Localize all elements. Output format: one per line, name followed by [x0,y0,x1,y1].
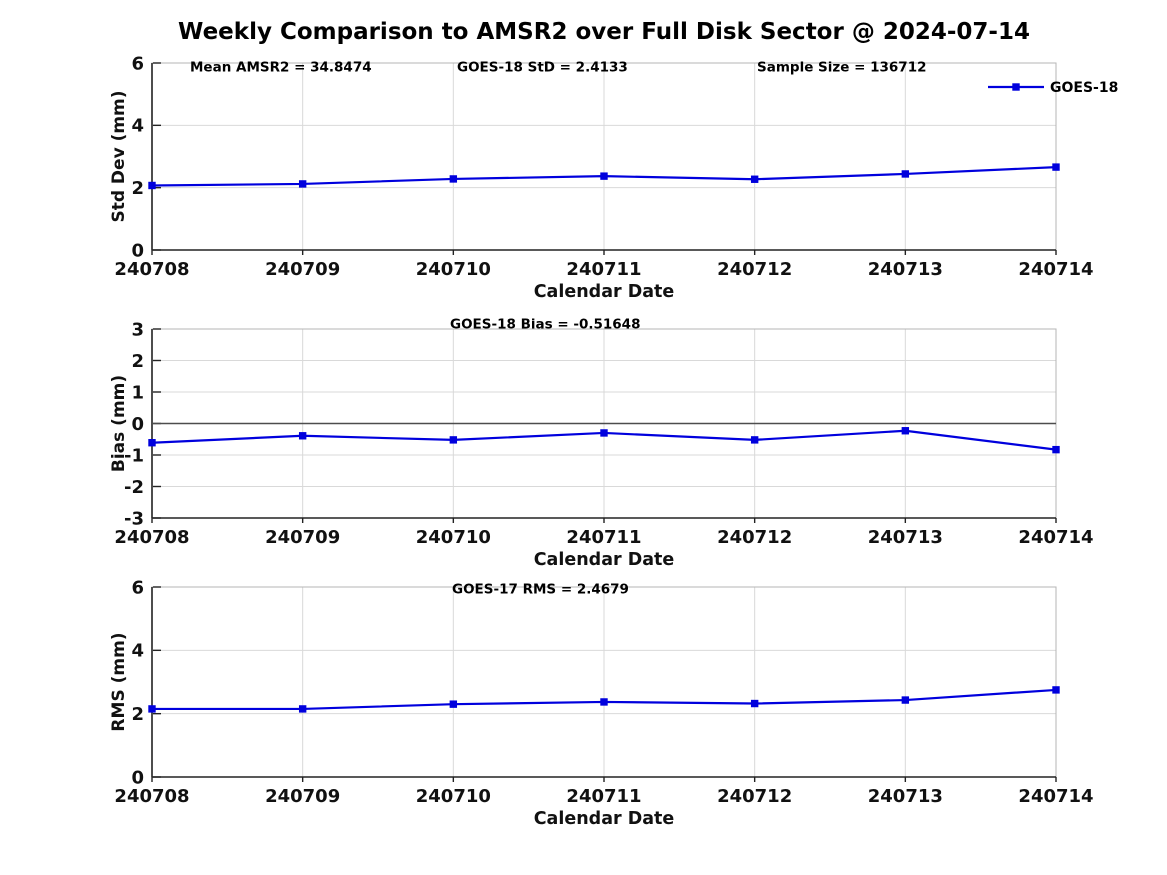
x-tick-label: 240712 [717,786,792,807]
data-point-marker [901,170,910,178]
x-tick-label: 240714 [1018,259,1093,280]
y-tick-label: 4 [131,116,144,137]
stat-annotation: GOES-18 Bias = -0.51648 [450,317,640,333]
stat-annotation: Sample Size = 136712 [757,60,926,76]
stat-annotation: GOES-17 RMS = 2.4679 [452,582,629,598]
y-tick-label: 6 [131,577,144,598]
subplot-std-dev-vs-date: 0 2 4 6 240708 240709 240710 240711 240712 240713… [109,53,1118,302]
data-point-marker [298,180,307,188]
x-tick-label: 240708 [114,527,189,548]
data-point-marker [148,705,156,713]
stat-annotation: Mean AMSR2 = 34.8474 [190,60,372,76]
y-axis-label: Bias (mm) [109,375,129,472]
data-point-marker [449,175,458,183]
data-point-marker [600,172,608,180]
legend: GOES-18 [988,80,1118,96]
x-tick-label: 240714 [1018,527,1093,548]
x-axis-label: Calendar Date [534,550,675,570]
x-tick-label: 240712 [717,527,792,548]
x-tick-label: 240710 [416,259,491,280]
data-point-marker [1052,163,1060,171]
x-tick-label: 240709 [265,786,340,807]
y-tick-label: -2 [124,477,144,498]
x-tick-label: 240713 [868,786,943,807]
y-tick-label: 3 [131,319,144,340]
x-tick-label: 240712 [717,259,792,280]
data-point-marker [449,436,458,444]
data-point-marker [1052,445,1060,454]
y-tick-label: 0 [131,414,144,435]
data-point-marker [298,432,307,440]
y-tick-label: -1 [124,445,144,466]
y-tick-label: 0 [131,240,144,261]
figure-title: Weekly Comparison to AMSR2 over Full Dis… [178,19,1030,45]
x-axis-label: Calendar Date [534,282,675,302]
data-point-marker [600,698,608,706]
data-point-marker [600,429,608,437]
x-tick-label: 240710 [416,527,491,548]
y-axis-label: Std Dev (mm) [109,90,129,222]
x-tick-label: 240714 [1018,786,1093,807]
x-tick-label: 240709 [265,527,340,548]
x-tick-label: 240711 [566,786,641,807]
y-tick-label: 2 [131,704,144,725]
stat-annotation: GOES-18 StD = 2.4133 [457,60,628,76]
data-point-marker [750,175,759,183]
x-tick-label: 240709 [265,259,340,280]
y-tick-label: 1 [131,382,144,403]
x-tick-label: 240713 [868,259,943,280]
subplot-rms-vs-date: 0 2 4 6 240708 240709 240710 240711 240712 240713… [109,577,1094,829]
y-tick-label: 0 [131,767,144,788]
data-point-marker [148,439,156,447]
y-axis-label: RMS (mm) [109,632,129,731]
x-tick-label: 240711 [566,527,641,548]
y-tick-label: -3 [124,508,144,529]
data-point-marker [1052,686,1060,694]
y-tick-label: 6 [131,53,144,74]
x-tick-label: 240708 [114,786,189,807]
data-point-marker [148,181,156,190]
y-tick-label: 4 [131,641,144,662]
x-tick-label: 240713 [868,527,943,548]
y-tick-label: 2 [131,351,144,372]
legend-marker [1012,83,1020,91]
data-point-marker [750,699,759,708]
data-point-marker [901,696,910,704]
x-tick-label: 240711 [566,259,641,280]
data-point-marker [449,700,458,708]
y-tick-label: 2 [131,178,144,199]
x-tick-label: 240710 [416,786,491,807]
data-point-marker [750,436,759,444]
x-axis-label: Calendar Date [534,809,675,829]
x-tick-label: 240708 [114,259,189,280]
legend-label: GOES-18 [1050,80,1118,96]
data-point-marker [298,705,307,713]
data-point-marker [901,427,910,435]
